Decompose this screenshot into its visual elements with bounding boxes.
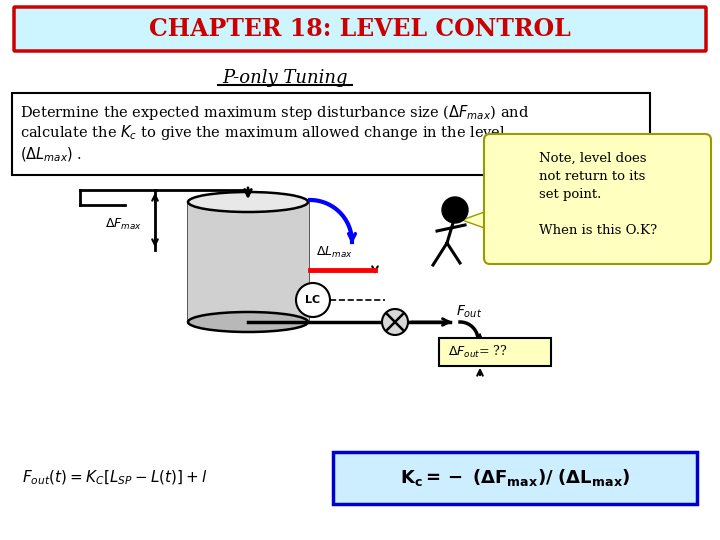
FancyBboxPatch shape	[14, 7, 706, 51]
Text: P-only Tuning: P-only Tuning	[222, 69, 348, 87]
Bar	[188, 202, 308, 322]
Text: $\Delta L_{max}$: $\Delta L_{max}$	[316, 245, 353, 260]
FancyBboxPatch shape	[333, 452, 697, 504]
Text: calculate the $K_c$ to give the maximum allowed change in the level: calculate the $K_c$ to give the maximum …	[20, 123, 506, 141]
Circle shape	[442, 197, 468, 223]
Text: $(\Delta L_{max})$ .: $(\Delta L_{max})$ .	[20, 146, 82, 164]
Ellipse shape	[188, 312, 308, 332]
Circle shape	[382, 309, 408, 335]
Circle shape	[296, 283, 330, 317]
Text: LC: LC	[305, 295, 320, 305]
FancyBboxPatch shape	[12, 93, 650, 175]
Text: $\Delta F_{out}$= ??: $\Delta F_{out}$= ??	[448, 344, 508, 360]
Text: Determine the expected maximum step disturbance size ($\Delta F_{max}$) and: Determine the expected maximum step dist…	[20, 103, 529, 122]
Text: Note, level does
not return to its
set point.

When is this O.K?: Note, level does not return to its set p…	[539, 152, 657, 237]
Text: $\mathbf{K_c = -\ (\Delta F_{max})/ \ (\Delta L_{max})}$: $\mathbf{K_c = -\ (\Delta F_{max})/ \ (\…	[400, 468, 630, 489]
Text: CHAPTER 18: LEVEL CONTROL: CHAPTER 18: LEVEL CONTROL	[149, 17, 571, 41]
Text: $F_{out}(t) = K_C\left[L_{SP} - L(t)\right] + l$: $F_{out}(t) = K_C\left[L_{SP} - L(t)\rig…	[22, 469, 207, 487]
Polygon shape	[462, 210, 490, 230]
Text: $\Delta F_{max}$: $\Delta F_{max}$	[105, 217, 142, 232]
FancyBboxPatch shape	[484, 134, 711, 264]
Text: $F_{out}$: $F_{out}$	[456, 304, 482, 320]
FancyBboxPatch shape	[439, 338, 551, 366]
Ellipse shape	[188, 192, 308, 212]
